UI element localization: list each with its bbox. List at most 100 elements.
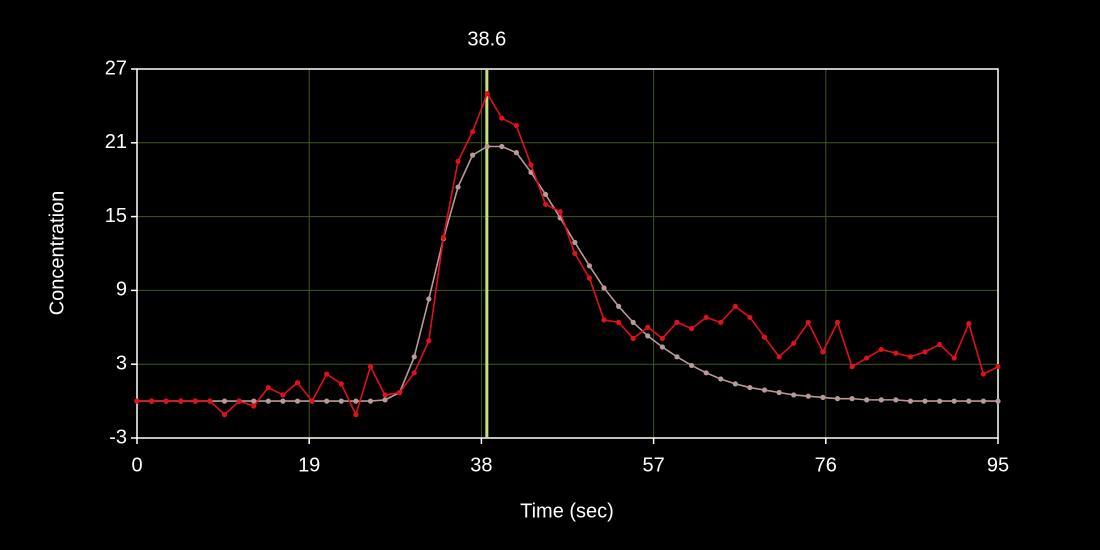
data-point [834, 396, 841, 402]
data-point [309, 398, 315, 404]
series-line [137, 145, 998, 402]
y-tick-label: 9 [116, 279, 127, 301]
data-point [455, 158, 461, 164]
data-point [470, 129, 476, 135]
data-point [718, 319, 724, 325]
data-point [484, 91, 490, 97]
data-point [659, 344, 665, 350]
data-point [966, 321, 972, 327]
y-tick-label: -3 [109, 426, 127, 448]
data-point [499, 115, 505, 121]
data-point [937, 341, 943, 348]
data-point [820, 349, 826, 355]
data-point [878, 397, 884, 403]
data-point [747, 384, 753, 391]
y-tick-label: 21 [105, 131, 127, 153]
data-point [557, 209, 563, 215]
data-point [470, 152, 476, 158]
data-point [922, 349, 928, 355]
x-tick-label: 57 [642, 454, 664, 476]
series-line [137, 91, 999, 417]
y-axis-label: Concentration [46, 191, 68, 316]
data-point [761, 334, 768, 340]
data-point [513, 122, 519, 129]
data-point [484, 143, 490, 150]
data-point [528, 162, 534, 168]
data-point [163, 398, 169, 404]
data-point [586, 263, 593, 269]
data-point [338, 381, 344, 387]
data-point [411, 370, 417, 376]
data-point [207, 398, 213, 404]
data-point [820, 394, 826, 401]
data-point [922, 398, 928, 404]
data-point [572, 250, 578, 257]
data-point [572, 239, 578, 246]
data-point [426, 338, 432, 344]
data-point [382, 392, 388, 398]
data-point [353, 412, 359, 418]
data-point [630, 319, 636, 325]
data-point [616, 319, 622, 325]
data-point [791, 340, 797, 346]
data-point [951, 355, 957, 361]
data-point [367, 398, 374, 404]
data-point [791, 392, 797, 398]
data-point [382, 397, 388, 403]
plot-frame [136, 68, 999, 439]
data-point [280, 392, 286, 398]
data-point [616, 303, 622, 309]
data-point [688, 325, 695, 332]
data-point [601, 285, 607, 291]
data-point [980, 371, 987, 377]
data-point [221, 398, 228, 404]
data-point [542, 191, 549, 198]
data-point [864, 355, 870, 361]
data-point [747, 314, 753, 321]
data-point [995, 364, 1001, 370]
data-point [251, 398, 257, 404]
data-point [251, 403, 257, 409]
data-point [805, 319, 811, 325]
data-point [864, 397, 870, 403]
data-point [805, 393, 811, 399]
data-point [966, 398, 972, 404]
data-point [601, 317, 607, 323]
data-point [907, 398, 914, 404]
data-point [294, 380, 301, 386]
data-point [893, 350, 899, 356]
y-tick-label: 15 [105, 205, 127, 227]
data-point [148, 398, 155, 404]
data-point [221, 412, 228, 418]
data-point [937, 398, 943, 404]
data-point [688, 362, 695, 369]
y-tick-label: 3 [116, 352, 127, 374]
x-axis-label: Time (sec) [520, 500, 614, 522]
data-point [367, 364, 374, 370]
data-point [761, 387, 768, 393]
data-point [236, 398, 242, 404]
data-point [426, 296, 432, 302]
data-point [353, 398, 359, 404]
data-point [995, 398, 1001, 404]
data-point [265, 384, 271, 391]
data-point [411, 354, 417, 360]
data-point [893, 397, 899, 403]
data-point [645, 324, 651, 330]
data-point [324, 398, 330, 404]
cursor-label: 38.6 [467, 28, 506, 50]
data-point [630, 335, 636, 341]
x-tick-label: 19 [298, 454, 320, 476]
data-point [674, 354, 680, 360]
data-point [455, 184, 461, 190]
x-tick-label: 76 [815, 454, 837, 476]
x-tick-label: 95 [987, 454, 1009, 476]
data-point [878, 346, 884, 353]
data-point [980, 398, 987, 404]
data-point [586, 275, 593, 281]
data-point [440, 234, 447, 241]
data-point [907, 354, 914, 360]
data-point [134, 398, 140, 404]
